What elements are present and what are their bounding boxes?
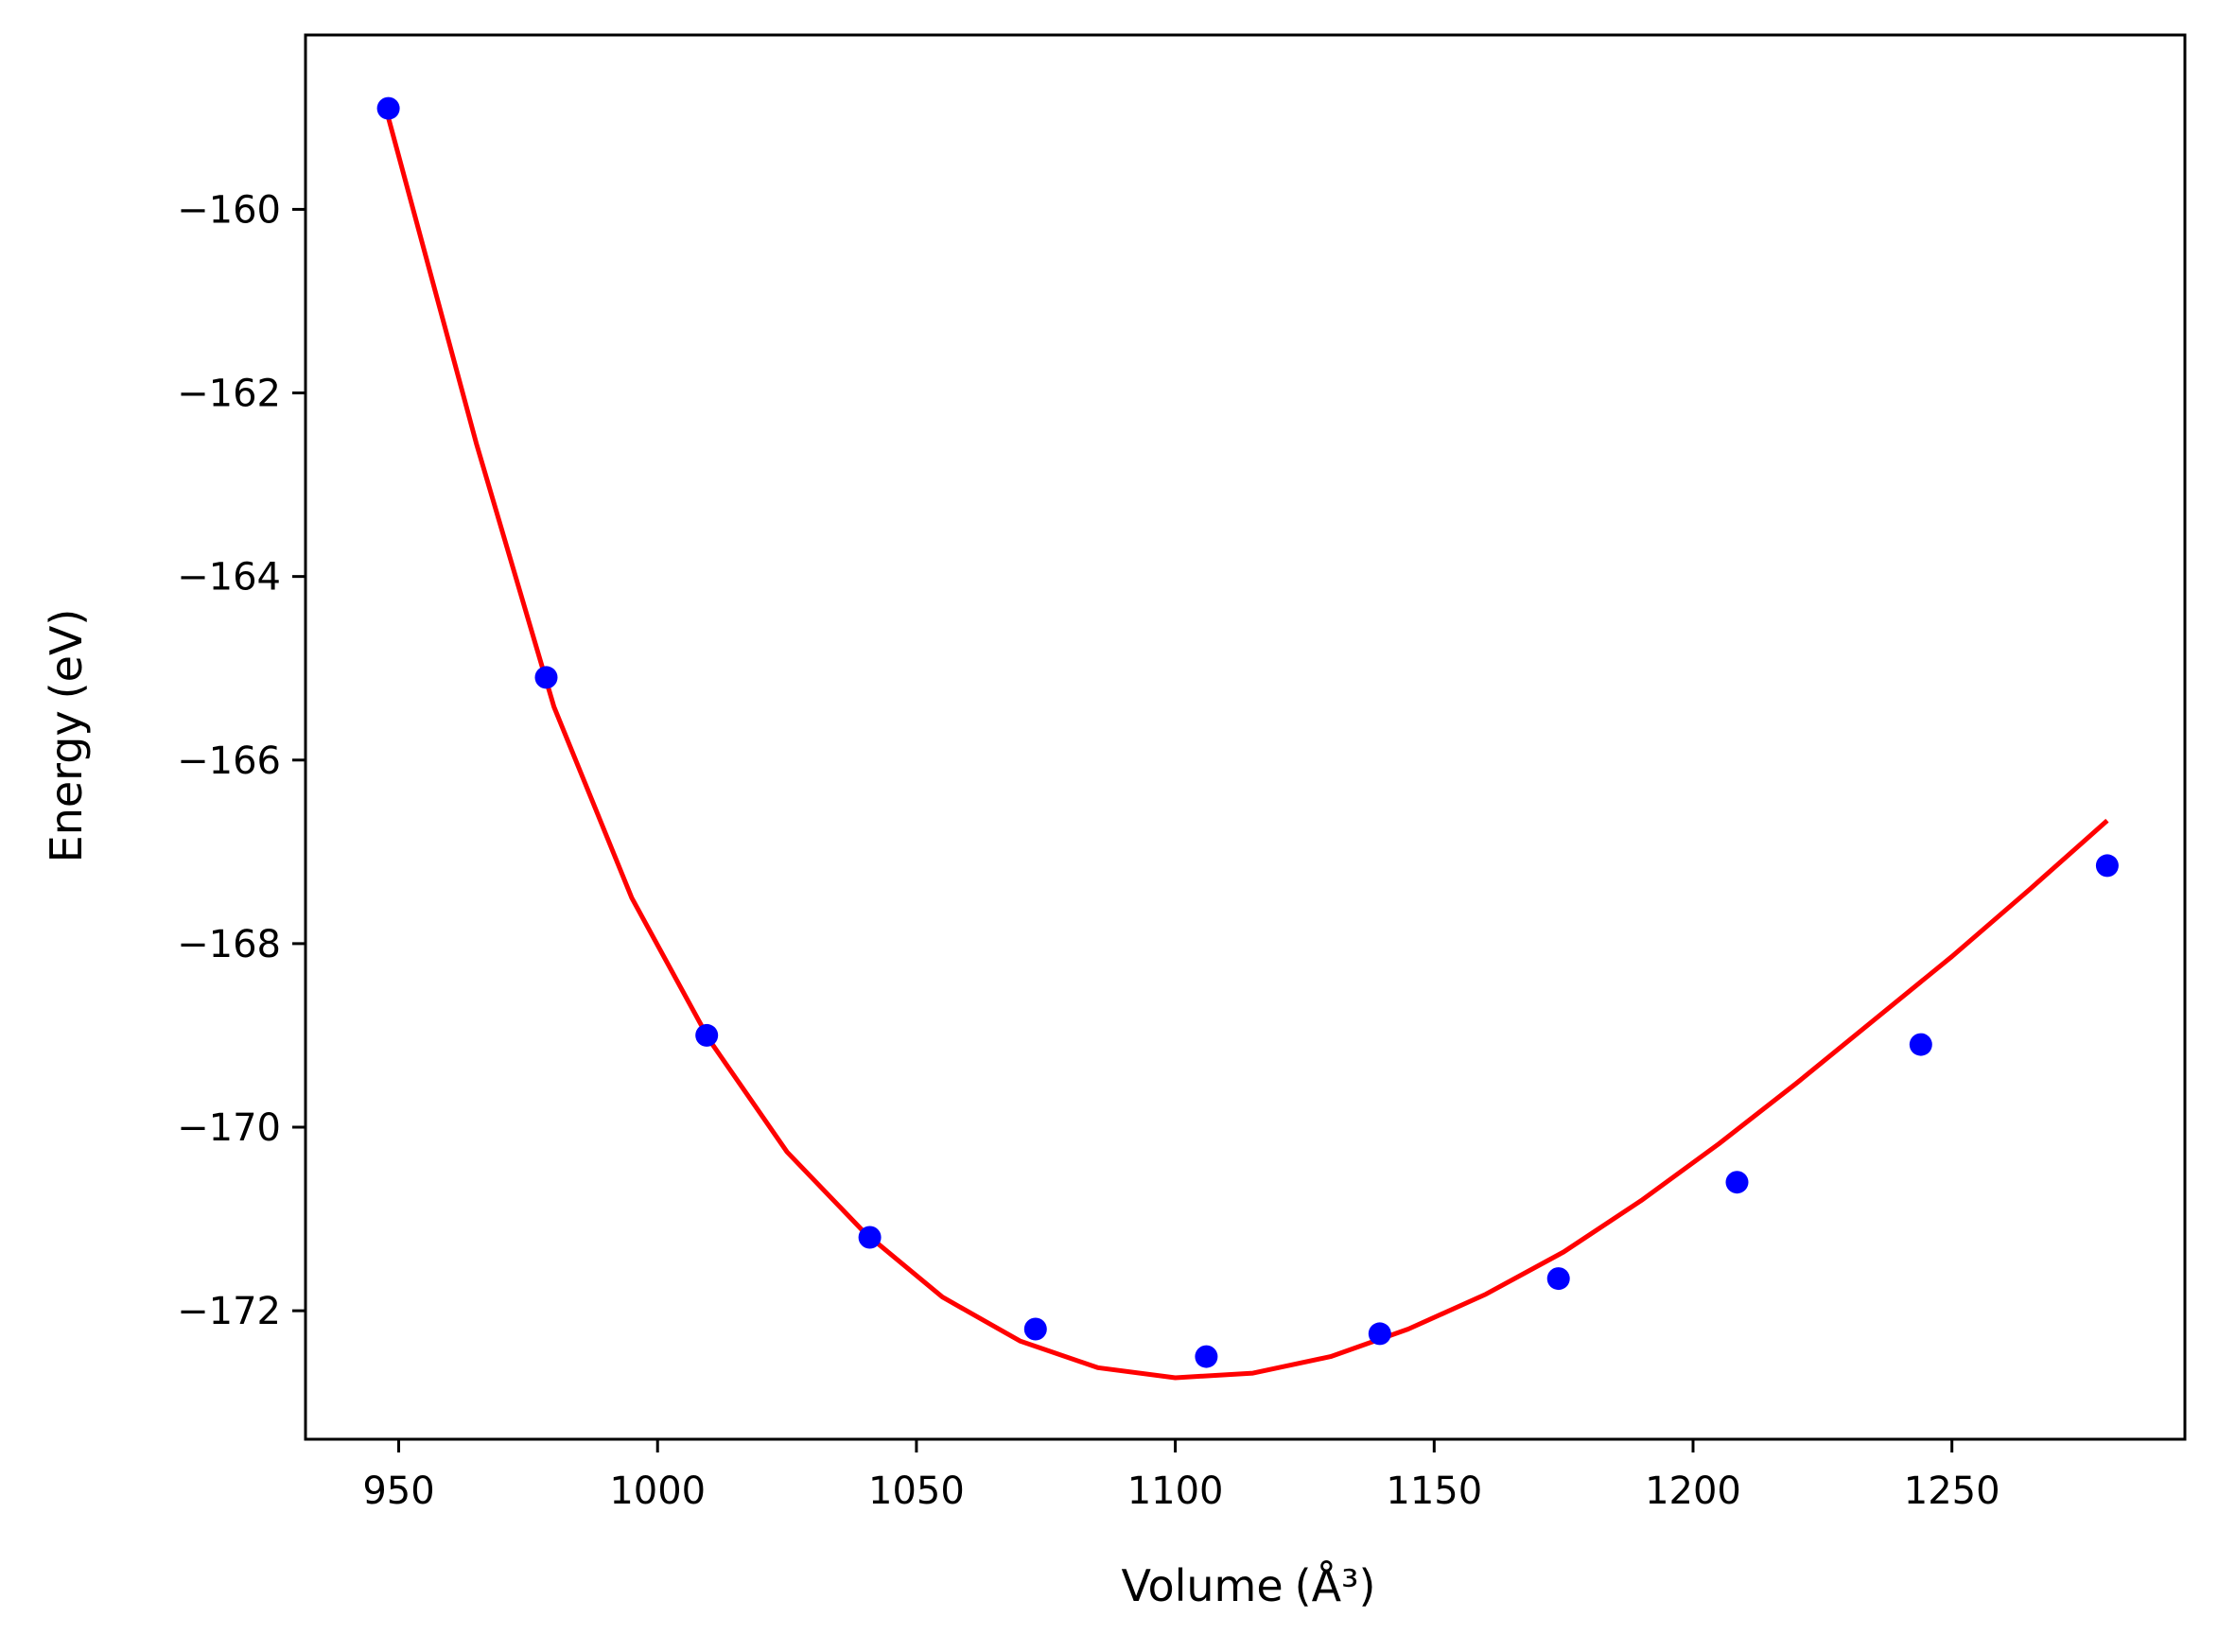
data-point [1725,1171,1749,1194]
data-point [1546,1267,1570,1291]
y-axis-ticks: −160 −162 −164 −166 −168 −170 −172 [177,188,306,1333]
y-axis-label-text: Energy [41,710,92,862]
y-tick-label: −166 [177,739,281,783]
x-tick-label: 1200 [1645,1469,1741,1513]
x-tick-label: 1250 [1904,1469,2000,1513]
x-axis-label-unit: (Å³) [1295,1560,1376,1611]
x-axis-label: Volume (Å³) [1122,1560,1376,1611]
data-point [1023,1317,1047,1341]
data-point [1368,1322,1391,1346]
x-tick-label: 1050 [868,1469,965,1513]
x-tick-label: 1100 [1127,1469,1224,1513]
data-point [1195,1345,1218,1368]
x-tick-label: 1000 [609,1469,706,1513]
plot-frame [304,33,2187,1441]
data-point [695,1023,719,1047]
y-tick-label: −162 [177,373,281,416]
data-point [1909,1033,1932,1056]
y-tick-label: −172 [177,1290,281,1333]
y-axis-label-unit: (eV) [41,609,92,700]
points-layer [376,96,2119,1368]
y-tick-label: −164 [177,556,281,600]
data-point [534,666,558,689]
data-point [858,1226,882,1249]
y-tick-label: −170 [177,1106,281,1150]
data-point [376,96,400,120]
y-tick-label: −160 [177,188,281,232]
fit-layer [386,116,2109,1381]
y-axis-label: Energy (eV) [41,609,92,863]
data-point [2095,854,2119,878]
fit-curve [386,116,2109,1381]
x-axis-ticks: 950 1000 1050 1100 1150 1200 1250 [362,1439,2000,1513]
x-tick-label: 1150 [1386,1469,1482,1513]
x-axis-label-text: Volume [1122,1560,1284,1611]
y-tick-label: −168 [177,923,281,966]
x-tick-label: 950 [362,1469,434,1513]
